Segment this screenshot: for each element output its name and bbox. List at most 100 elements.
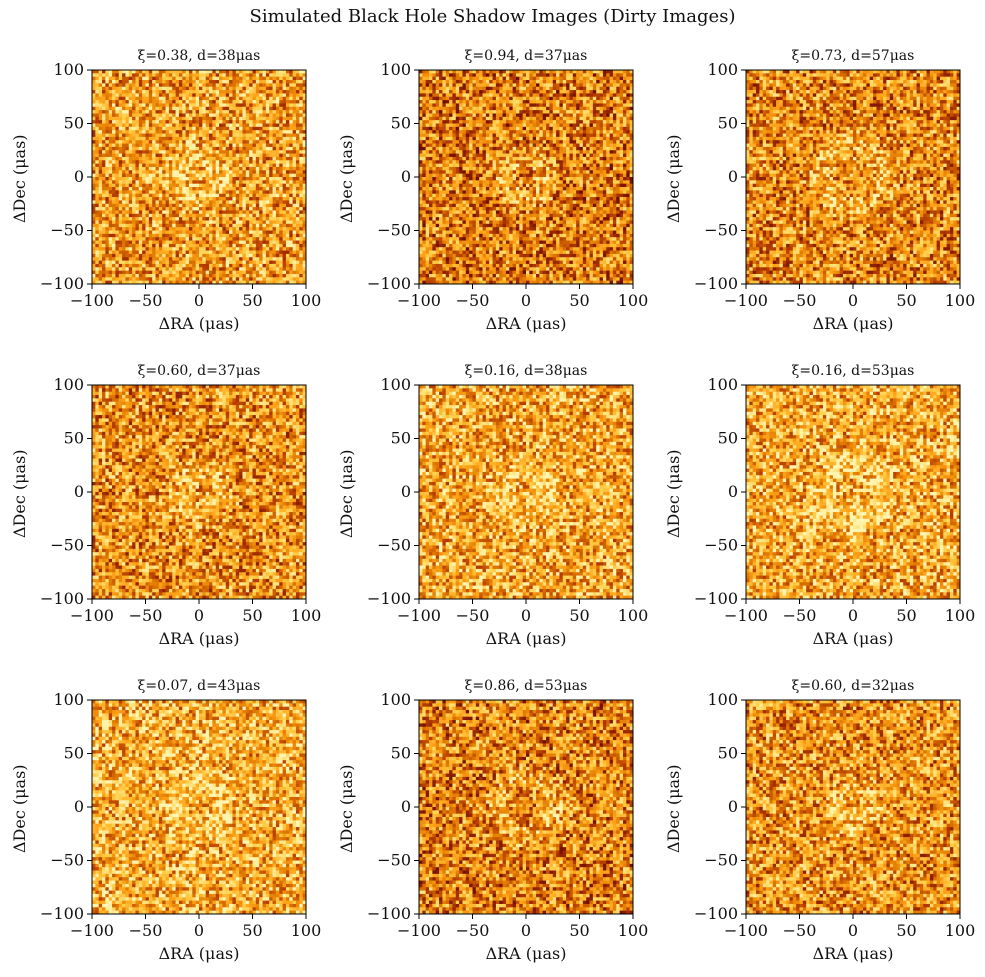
heatmap-cell	[292, 130, 297, 134]
heatmap-cell	[546, 103, 550, 108]
heatmap-cell	[95, 183, 100, 188]
heatmap-cell	[495, 110, 500, 114]
heatmap-cell	[302, 273, 307, 278]
heatmap-cell	[275, 173, 280, 178]
heatmap-cell	[559, 80, 564, 84]
heatmap-cell	[98, 253, 103, 258]
heatmap-cell	[128, 187, 133, 191]
heatmap-cell	[582, 86, 587, 91]
heatmap-cell	[188, 96, 193, 101]
heatmap-cell	[199, 277, 203, 282]
heatmap-cell	[132, 123, 136, 128]
heatmap-cell	[102, 133, 106, 138]
heatmap-cell	[289, 183, 293, 188]
heatmap-cell	[489, 110, 493, 114]
heatmap-cell	[178, 173, 183, 178]
heatmap-cell	[199, 207, 203, 211]
heatmap-cell	[229, 143, 233, 148]
heatmap-cell	[292, 166, 297, 171]
heatmap-cell	[185, 200, 190, 205]
heatmap-cell	[148, 153, 153, 158]
heatmap-cell	[158, 143, 163, 148]
heatmap-cell	[232, 217, 237, 221]
heatmap-cell	[242, 233, 247, 238]
heatmap-cell	[262, 130, 267, 134]
heatmap-cell	[556, 83, 560, 88]
heatmap-cell	[185, 187, 190, 191]
heatmap-cell	[132, 220, 136, 225]
heatmap-cell	[102, 73, 106, 78]
heatmap-cell	[168, 247, 173, 251]
heatmap-cell	[235, 247, 240, 251]
heatmap-cell	[182, 180, 186, 185]
heatmap-cell	[219, 260, 223, 265]
heatmap-cell	[165, 257, 170, 261]
heatmap-cell	[202, 243, 207, 248]
heatmap-cell	[152, 173, 156, 178]
heatmap-cell	[92, 270, 96, 275]
heatmap-cell	[178, 73, 183, 78]
heatmap-cell	[102, 166, 106, 171]
heatmap-cell	[205, 83, 210, 88]
heatmap-cell	[215, 270, 220, 275]
heatmap-cell	[172, 223, 176, 228]
heatmap-cell	[539, 76, 544, 81]
heatmap-cell	[249, 220, 253, 225]
heatmap-cell	[302, 210, 307, 215]
heatmap-cell	[485, 80, 490, 84]
heatmap-cell	[526, 110, 530, 114]
heatmap-cell	[205, 180, 210, 185]
heatmap-cell	[209, 113, 213, 118]
heatmap-cell	[155, 203, 160, 208]
heatmap-cell	[242, 270, 247, 275]
heatmap-cell	[249, 173, 253, 178]
heatmap-cell	[112, 96, 116, 101]
heatmap-cell	[482, 90, 487, 94]
heatmap-cell	[629, 110, 634, 114]
heatmap-cell	[132, 243, 136, 248]
heatmap-cell	[529, 90, 534, 94]
heatmap-cell	[122, 140, 126, 144]
heatmap-cell	[102, 187, 106, 191]
heatmap-cell	[482, 110, 487, 114]
heatmap-cell	[249, 210, 253, 215]
heatmap-cell	[209, 260, 213, 265]
heatmap-cell	[172, 233, 176, 238]
heatmap-cell	[299, 197, 304, 201]
heatmap-cell	[265, 223, 270, 228]
heatmap-cell	[452, 113, 457, 118]
heatmap-cell	[168, 277, 173, 282]
heatmap-cell	[592, 106, 597, 111]
heatmap-cell	[112, 76, 116, 81]
heatmap-cell	[125, 100, 130, 104]
heatmap-cell	[212, 90, 217, 94]
heatmap-cell	[98, 83, 103, 88]
heatmap-cell	[155, 180, 160, 185]
heatmap-cell	[232, 70, 237, 74]
heatmap-cell	[242, 93, 247, 98]
heatmap-cell	[279, 253, 283, 258]
heatmap-cell	[128, 76, 133, 81]
heatmap-cell	[259, 257, 263, 261]
heatmap-cell	[275, 197, 280, 201]
heatmap-cell	[232, 140, 237, 144]
heatmap-cell	[616, 86, 620, 91]
heatmap-cell	[215, 116, 220, 121]
heatmap-cell	[148, 177, 153, 181]
heatmap-cell	[132, 83, 136, 88]
heatmap-cell	[118, 106, 123, 111]
heatmap-cell	[168, 180, 173, 185]
heatmap-cell	[142, 93, 146, 98]
heatmap-cell	[158, 116, 163, 121]
heatmap-cell	[162, 230, 166, 235]
heatmap-cell	[209, 140, 213, 144]
heatmap-cell	[135, 213, 140, 218]
heatmap-cell	[202, 83, 207, 88]
heatmap-cell	[282, 116, 287, 121]
heatmap-cell	[279, 70, 283, 74]
heatmap-cell	[239, 240, 243, 245]
heatmap-cell	[235, 96, 240, 101]
heatmap-cell	[566, 100, 570, 104]
heatmap-cell	[112, 110, 116, 114]
heatmap-cell	[279, 280, 283, 285]
